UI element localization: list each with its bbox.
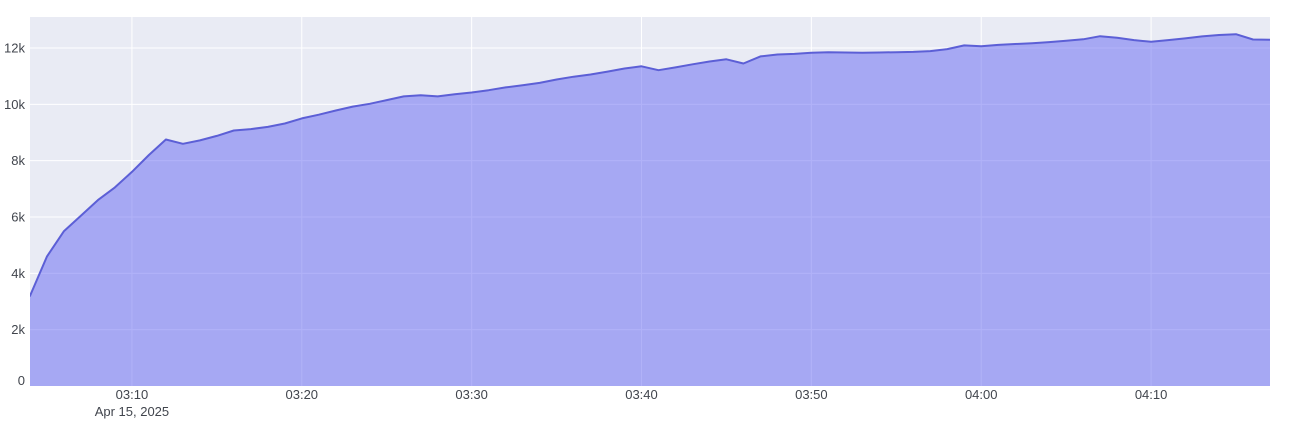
x-tick-label: 03:40 <box>625 387 658 402</box>
x-tick-label: 03:10 <box>116 387 149 402</box>
y-tick-label: 12k <box>4 40 25 55</box>
series-line <box>30 33 1270 297</box>
x-tick-label: 03:30 <box>455 387 488 402</box>
x-tick-label: 04:10 <box>1135 387 1168 402</box>
y-tick-label: 4k <box>11 266 25 281</box>
x-tick-label: 04:00 <box>965 387 998 402</box>
y-tick-label: 6k <box>11 209 25 224</box>
y-tick-label: 2k <box>11 322 25 337</box>
area-fill <box>30 34 1270 386</box>
x-tick-label: 03:20 <box>286 387 319 402</box>
x-tick-label: 03:50 <box>795 387 828 402</box>
y-tick-label: 0 <box>18 373 25 388</box>
date-annotation: Apr 15, 2025 <box>95 404 169 419</box>
y-tick-label: 10k <box>4 97 25 112</box>
y-tick-label: 8k <box>11 153 25 168</box>
